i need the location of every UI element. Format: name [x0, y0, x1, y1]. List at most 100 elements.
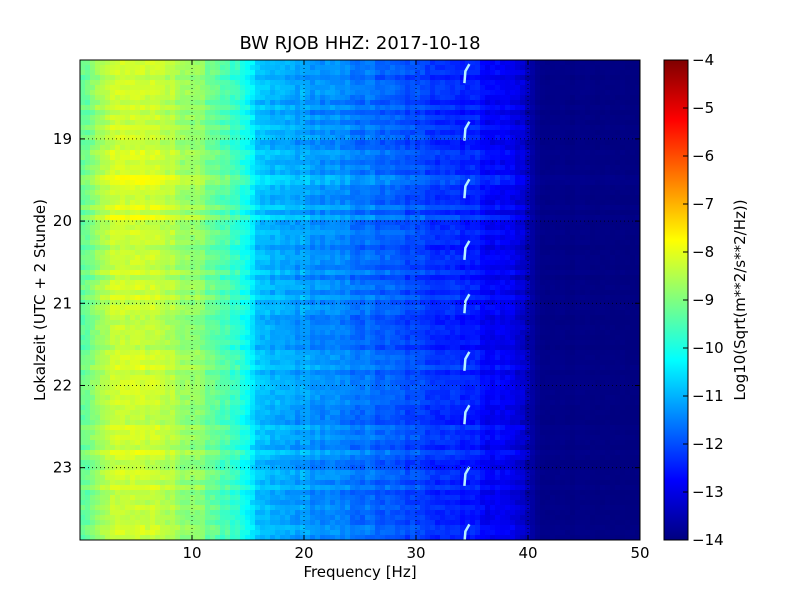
spectrogram-cell — [295, 75, 301, 81]
spectrogram-cell — [545, 220, 551, 226]
spectrogram-cell — [620, 215, 626, 221]
spectrogram-cell — [385, 235, 391, 241]
spectrogram-cell — [440, 140, 446, 146]
spectrogram-cell — [280, 85, 286, 91]
spectrogram-cell — [195, 270, 201, 276]
spectrogram-cell — [580, 155, 586, 161]
spectrogram-cell — [245, 195, 251, 201]
spectrogram-cell — [155, 170, 161, 176]
spectrogram-cell — [335, 140, 341, 146]
spectrogram-cell — [575, 145, 581, 151]
spectrogram-cell — [485, 265, 491, 271]
spectrogram-cell — [565, 195, 571, 201]
spectrogram-cell — [430, 200, 436, 206]
spectrogram-cell — [490, 70, 496, 76]
spectrogram-cell — [180, 130, 186, 136]
spectrogram-cell — [615, 95, 621, 101]
spectrogram-cell — [525, 75, 531, 81]
spectrogram-cell — [575, 65, 581, 71]
spectrogram-cell — [315, 85, 321, 91]
spectrogram-cell — [315, 160, 321, 166]
spectrogram-cell — [175, 160, 181, 166]
spectrogram-cell — [340, 215, 346, 221]
spectrogram-cell — [530, 105, 536, 111]
spectrogram-cell — [525, 225, 531, 231]
spectrogram-cell — [85, 155, 91, 161]
spectrogram-cell — [330, 110, 336, 116]
spectrogram-cell — [455, 240, 461, 246]
spectrogram-cell — [495, 205, 501, 211]
spectrogram-cell — [80, 80, 86, 86]
spectrogram-cell — [80, 90, 86, 96]
spectrogram-cell — [545, 65, 551, 71]
spectrogram-cell — [635, 95, 640, 101]
spectrogram-cell — [560, 75, 566, 81]
spectrogram-cell — [415, 195, 421, 201]
spectrogram-cell — [535, 85, 541, 91]
spectrogram-cell — [590, 165, 596, 171]
spectrogram-cell — [320, 85, 326, 91]
spectrogram-cell — [205, 65, 211, 71]
spectrogram-cell — [595, 155, 601, 161]
spectrogram-cell — [370, 245, 376, 251]
spectrogram-cell — [525, 125, 531, 131]
spectrogram-cell — [165, 185, 171, 191]
spectrogram-cell — [465, 260, 471, 266]
spectrogram-cell — [125, 145, 131, 151]
spectrogram-cell — [290, 65, 296, 71]
spectrogram-cell — [580, 175, 586, 181]
spectrogram-plot-area — [80, 60, 640, 540]
spectrogram-cell — [315, 265, 321, 271]
spectrogram-cell — [365, 265, 371, 271]
spectrogram-cell — [180, 190, 186, 196]
spectrogram-cell — [435, 270, 441, 276]
spectrogram-cell — [625, 115, 631, 121]
spectrogram-cell — [535, 110, 541, 116]
spectrogram-cell — [260, 155, 266, 161]
spectrogram-cell — [245, 255, 251, 261]
spectrogram-cell — [155, 265, 161, 271]
spectrogram-cell — [570, 195, 576, 201]
spectrogram-cell — [485, 190, 491, 196]
spectrogram-cell — [170, 230, 176, 236]
spectrogram-cell — [585, 190, 591, 196]
spectrogram-cell — [250, 145, 256, 151]
spectrogram-cell — [240, 165, 246, 171]
spectrogram-cell — [390, 115, 396, 121]
spectrogram-cell — [415, 210, 421, 216]
spectrogram-cell — [190, 145, 196, 151]
spectrogram-cell — [220, 230, 226, 236]
spectrogram-cell — [285, 260, 291, 266]
spectrogram-cell — [490, 95, 496, 101]
spectrogram-cell — [565, 185, 571, 191]
spectrogram-cell — [265, 155, 271, 161]
spectrogram-cell — [120, 265, 126, 271]
spectrogram-cell — [110, 275, 116, 281]
spectrogram-cell — [330, 240, 336, 246]
spectrogram-cell — [535, 270, 541, 276]
spectrogram-cell — [140, 210, 146, 216]
spectrogram-cell — [365, 215, 371, 221]
spectrogram-cell — [285, 155, 291, 161]
spectrogram-cell — [595, 265, 601, 271]
spectrogram-cell — [100, 250, 106, 256]
spectrogram-cell — [530, 70, 536, 76]
spectrogram-cell — [260, 75, 266, 81]
spectrogram-cell — [415, 80, 421, 86]
spectrogram-cell — [80, 235, 86, 241]
spectrogram-cell — [260, 70, 266, 76]
spectrogram-cell — [135, 195, 141, 201]
spectrogram-cell — [495, 155, 501, 161]
spectrogram-cell — [130, 230, 136, 236]
spectrogram-cell — [615, 245, 621, 251]
spectrogram-cell — [255, 240, 261, 246]
spectrogram-cell — [470, 110, 476, 116]
spectrogram-cell — [500, 240, 506, 246]
spectrogram-cell — [280, 250, 286, 256]
spectrogram-cell — [385, 265, 391, 271]
spectrogram-cell — [390, 110, 396, 116]
spectrogram-cell — [600, 200, 606, 206]
spectrogram-cell — [485, 85, 491, 91]
spectrogram-cell — [125, 165, 131, 171]
spectrogram-cell — [375, 240, 381, 246]
